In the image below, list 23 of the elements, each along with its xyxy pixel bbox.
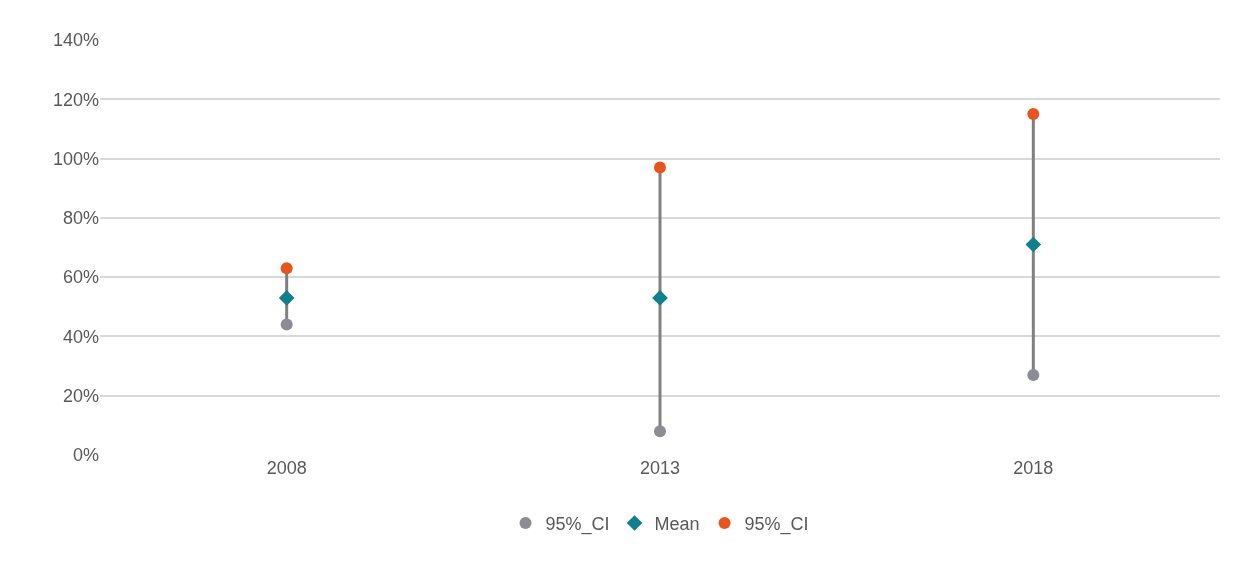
y-tick-label: 80%: [62, 208, 99, 229]
point: [278, 290, 295, 306]
legend-label: Mean: [654, 514, 700, 535]
point: [280, 262, 293, 275]
y-tick-label: 20%: [62, 386, 99, 407]
point: [1027, 368, 1040, 381]
point: [652, 290, 668, 306]
legend-label: 95%_CI: [545, 514, 610, 536]
y-tick-label: 40%: [62, 326, 99, 347]
y-tick-label: 120%: [52, 89, 99, 110]
point: [654, 161, 666, 174]
point: [1025, 236, 1042, 253]
point: [654, 425, 666, 438]
x-tick-label: 2013: [639, 458, 681, 478]
x-tick-label: 2018: [1013, 458, 1054, 478]
y-tick-label: 100%: [52, 148, 99, 169]
y-tick-label: 140%: [52, 30, 99, 51]
point: [280, 318, 293, 331]
x-tick-label: 2008: [266, 458, 307, 478]
y-tick-label: 0%: [72, 445, 99, 466]
y-tick-label: 60%: [62, 267, 99, 288]
point: [1027, 108, 1040, 121]
legend-label: 95%_CI: [744, 514, 809, 536]
